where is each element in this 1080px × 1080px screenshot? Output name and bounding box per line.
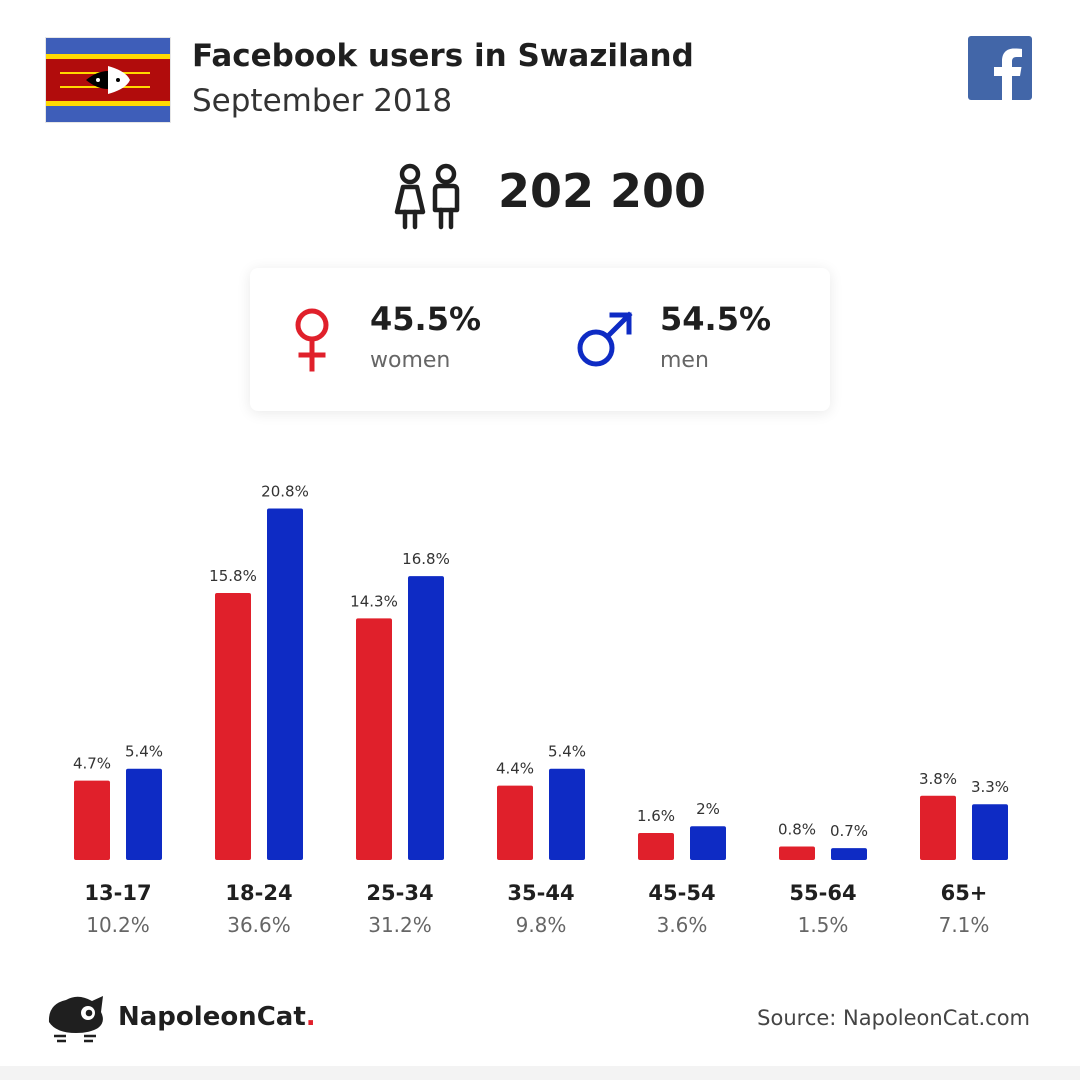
- page-title: Facebook users in Swaziland: [192, 38, 694, 74]
- tick-label-55-64: 55-64: [789, 881, 856, 905]
- data-label-men-65+: 3.3%: [971, 778, 1009, 796]
- women-label: women: [370, 348, 451, 373]
- bottom-band: [0, 1066, 1080, 1080]
- tick-label-18-24: 18-24: [225, 881, 292, 905]
- female-icon: [295, 308, 329, 372]
- bar-men-18-24: [267, 508, 303, 860]
- data-label-men-13-17: 5.4%: [125, 743, 163, 761]
- age-gender-chart: 4.7% 5.4% 13-17 10.2% 15.8% 20.8% 18-24 36.6% 14…: [73, 482, 1009, 937]
- brand-dot: .: [305, 1002, 316, 1032]
- data-label-men-45-54: 2%: [696, 800, 720, 818]
- source-text: Source: NapoleonCat.com: [757, 1006, 1030, 1030]
- napoleoncat-logo-icon: [48, 996, 103, 1043]
- category-total-35-44: 9.8%: [516, 913, 567, 937]
- bar-men-35-44: [549, 768, 585, 860]
- bar-women-55-64: [779, 846, 815, 860]
- swaziland-flag: [46, 38, 170, 122]
- bar-men-13-17: [126, 768, 162, 860]
- male-icon: [577, 311, 633, 367]
- data-label-women-25-34: 14.3%: [350, 592, 398, 610]
- page-subtitle: September 2018: [192, 83, 453, 119]
- data-label-women-65+: 3.8%: [919, 770, 957, 788]
- data-label-men-18-24: 20.8%: [261, 482, 309, 500]
- women-percent: 45.5%: [370, 300, 482, 338]
- tick-label-45-54: 45-54: [648, 881, 715, 905]
- data-label-men-35-44: 5.4%: [548, 743, 586, 761]
- data-label-women-18-24: 15.8%: [209, 567, 257, 585]
- men-label: men: [660, 348, 709, 373]
- category-total-13-17: 10.2%: [86, 913, 150, 937]
- bar-women-13-17: [74, 780, 110, 860]
- category-total-18-24: 36.6%: [227, 913, 291, 937]
- brand-name: NapoleonCat.: [118, 1002, 316, 1032]
- data-label-women-35-44: 4.4%: [496, 760, 534, 778]
- bar-women-65+: [920, 795, 956, 860]
- tick-label-13-17: 13-17: [84, 881, 151, 905]
- bar-men-25-34: [408, 576, 444, 860]
- category-total-25-34: 31.2%: [368, 913, 432, 937]
- bar-men-45-54: [690, 826, 726, 860]
- data-label-women-13-17: 4.7%: [73, 755, 111, 773]
- bar-women-45-54: [638, 832, 674, 860]
- data-label-men-25-34: 16.8%: [402, 550, 450, 568]
- bar-women-25-34: [356, 618, 392, 860]
- bar-men-55-64: [831, 848, 867, 860]
- category-total-45-54: 3.6%: [657, 913, 708, 937]
- gender-card: 45.5% women 54.5% men: [250, 268, 830, 411]
- data-label-women-45-54: 1.6%: [637, 807, 675, 825]
- bar-women-35-44: [497, 785, 533, 860]
- men-percent: 54.5%: [660, 300, 772, 338]
- brand-name-text: NapoleonCat: [118, 1002, 306, 1032]
- data-label-men-55-64: 0.7%: [830, 822, 868, 840]
- bar-men-65+: [972, 804, 1008, 860]
- facebook-logo-icon: [968, 36, 1032, 100]
- data-label-women-55-64: 0.8%: [778, 820, 816, 838]
- category-total-65+: 7.1%: [939, 913, 990, 937]
- users-icon: [394, 163, 460, 230]
- bar-women-18-24: [215, 592, 251, 860]
- category-total-55-64: 1.5%: [798, 913, 849, 937]
- tick-label-65+: 65+: [941, 881, 988, 905]
- tick-label-25-34: 25-34: [366, 881, 433, 905]
- tick-label-35-44: 35-44: [507, 881, 574, 905]
- total-users: 202 200: [498, 164, 707, 218]
